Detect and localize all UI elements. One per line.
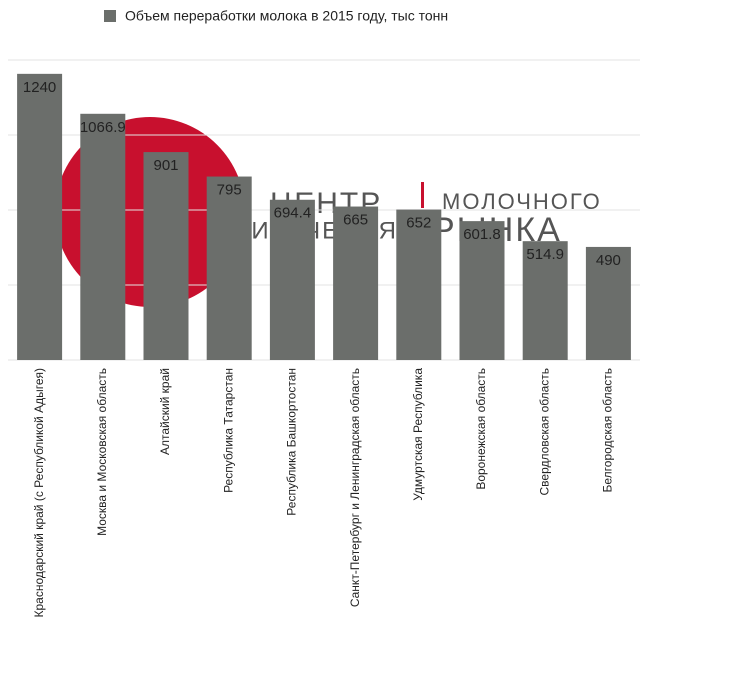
watermark-divider: [421, 182, 424, 208]
x-tick-label: Республика Татарстан: [221, 368, 235, 493]
x-tick-label: Белгородская область: [601, 368, 615, 492]
bar: [522, 241, 568, 360]
legend-label: Объем переработки молока в 2015 году, ты…: [125, 8, 448, 24]
bar: [333, 206, 379, 360]
value-label: 795: [217, 182, 242, 199]
value-label: 1240: [23, 79, 56, 96]
value-label: 665: [343, 212, 368, 229]
bars: 1240 Краснодарский край (с Республикой Ад…: [17, 73, 631, 618]
value-label: 694.4: [274, 205, 312, 222]
bar: [459, 221, 505, 360]
legend-swatch: [104, 10, 116, 22]
value-label: 514.9: [526, 246, 564, 263]
x-tick-label: Воронежская область: [474, 368, 488, 490]
value-label: 1066.9: [80, 119, 126, 136]
bar: [585, 246, 631, 360]
x-tick-label: Удмуртская Республика: [411, 368, 425, 501]
value-label: 901: [153, 157, 178, 174]
value-label: 652: [406, 215, 431, 232]
bar: [80, 113, 126, 361]
value-label: 601.8: [463, 226, 501, 243]
bar: [206, 176, 252, 360]
x-tick-label: Санкт-Петербург и Ленинградская область: [348, 368, 362, 607]
x-tick-label: Республика Башкортостан: [285, 368, 299, 516]
bar: [396, 209, 442, 360]
x-tick-label: Алтайский край: [158, 368, 172, 455]
x-tick-label: Свердловская область: [537, 368, 551, 495]
x-tick-label: Краснодарский край (с Республикой Адыгея…: [32, 368, 46, 618]
bar: [143, 152, 189, 360]
bar: [269, 199, 315, 360]
bar: [17, 73, 63, 360]
x-tick-label: Москва и Московская область: [95, 368, 109, 536]
value-label: 490: [596, 252, 621, 269]
